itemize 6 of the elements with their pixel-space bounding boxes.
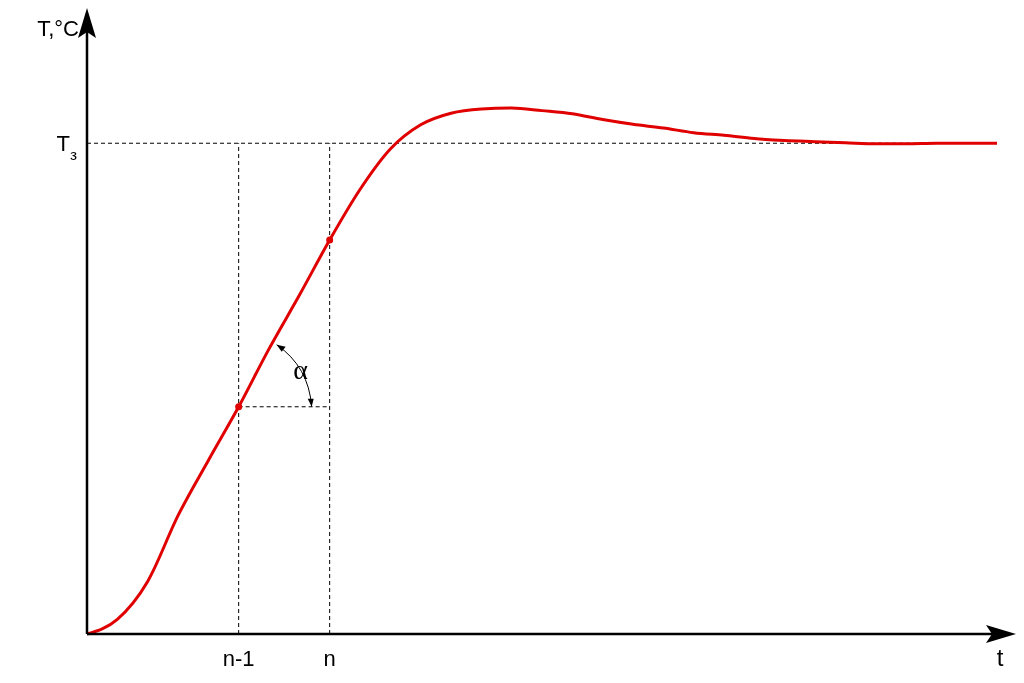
x-tick-label: n xyxy=(323,646,336,671)
annotation: α xyxy=(293,353,309,385)
ref-line-label: T$_{з}$ xyxy=(56,131,77,163)
y-axis-title: T,°C xyxy=(37,16,80,41)
x-axis-title: t xyxy=(996,644,1004,671)
x-tick-label: n-1 xyxy=(222,646,255,671)
